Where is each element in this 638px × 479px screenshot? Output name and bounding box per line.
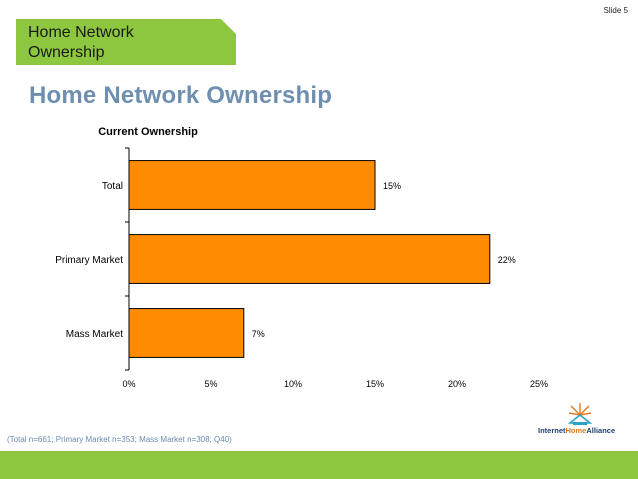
data-label: 22% <box>498 255 516 265</box>
slide-number: Slide 5 <box>603 6 628 15</box>
header-tab <box>16 19 236 65</box>
house-icon <box>567 403 593 425</box>
bar <box>128 160 376 210</box>
bar <box>128 234 491 284</box>
footnote: (Total n=661; Primary Market n=353; Mass… <box>7 435 232 444</box>
logo-part2: Home <box>565 426 587 435</box>
x-tick-label: 0% <box>122 379 135 389</box>
x-tick-label: 25% <box>530 379 548 389</box>
logo-part3: Alliance <box>586 426 616 435</box>
chart-title: Current Ownership <box>98 126 198 138</box>
x-tick-label: 20% <box>448 379 466 389</box>
x-tick-label: 10% <box>284 379 302 389</box>
x-tick-label: 5% <box>204 379 217 389</box>
category-label: Mass Market <box>66 329 123 340</box>
bar <box>128 308 245 358</box>
data-label: 15% <box>383 181 401 191</box>
logo-part1: Internet <box>538 426 566 435</box>
main-title: Home Network Ownership <box>29 82 333 109</box>
data-label: 7% <box>252 329 265 339</box>
bottom-bar <box>0 451 638 479</box>
category-label: Total <box>102 181 123 192</box>
x-tick-label: 15% <box>366 379 384 389</box>
header-tab-title: Home Network Ownership <box>28 24 134 61</box>
logo-wordmark: InternetHomeAlliance <box>538 426 615 435</box>
category-label: Primary Market <box>55 255 123 266</box>
